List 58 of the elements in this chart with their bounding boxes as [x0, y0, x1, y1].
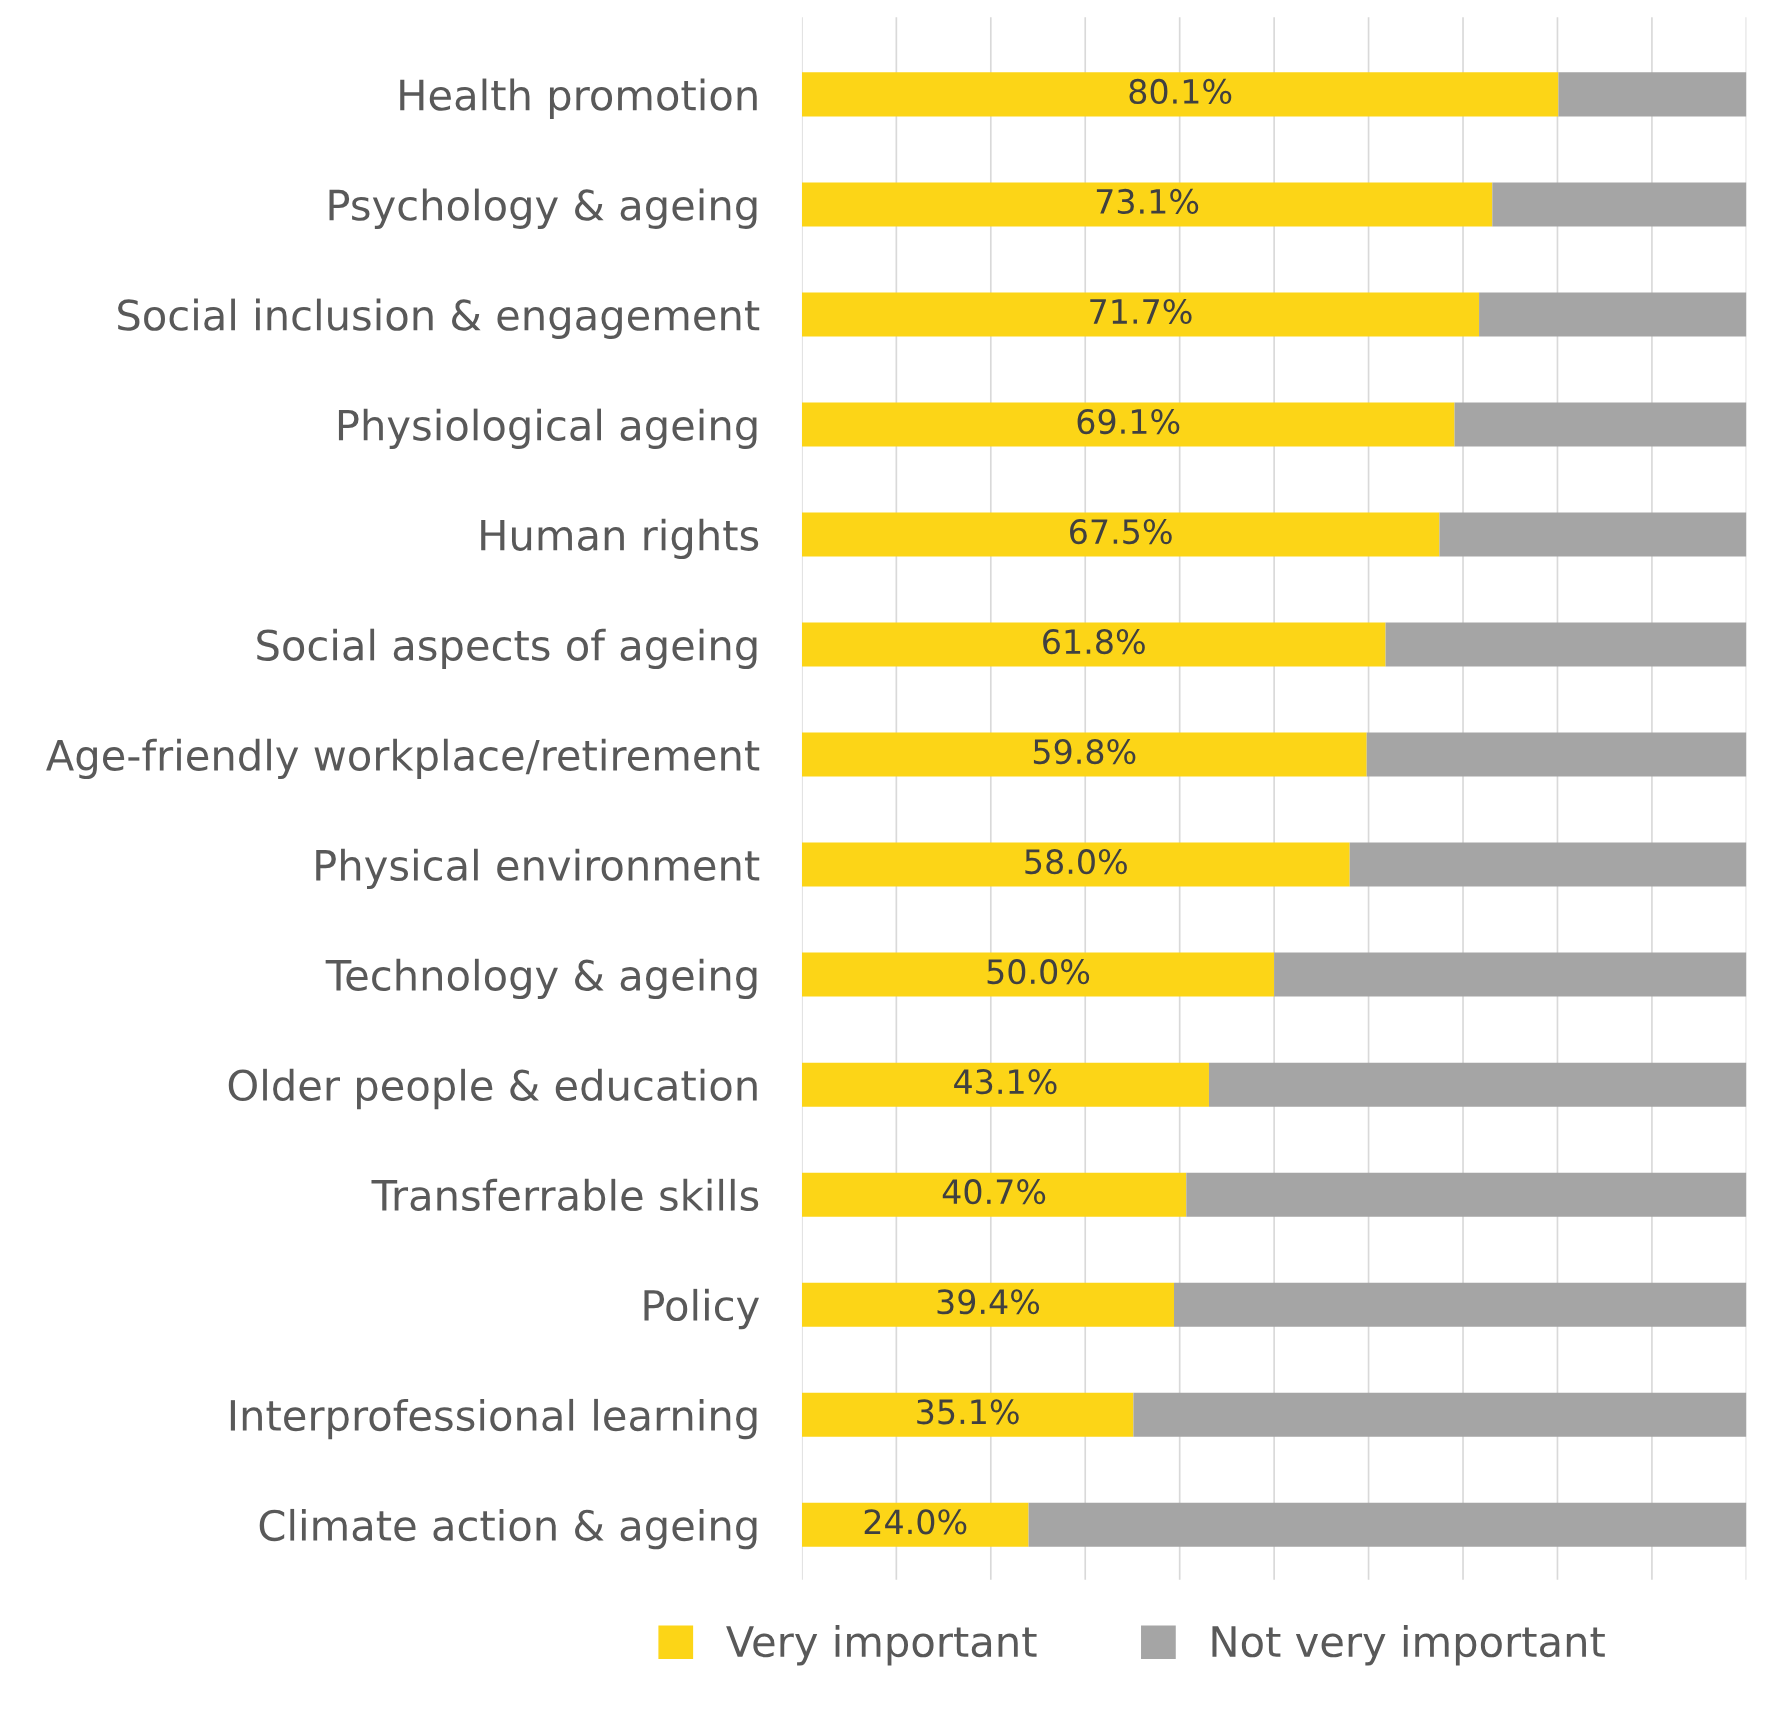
y-tick-label: Climate action & ageing [259, 1508, 757, 1550]
data-label: 43.1% [954, 1069, 1057, 1095]
bar [1479, 292, 1747, 337]
bar [801, 622, 1386, 667]
bar [1349, 842, 1747, 887]
data-label: 67.5% [1070, 518, 1172, 545]
bar [801, 1062, 1209, 1107]
data-label: 80.1% [1129, 78, 1232, 105]
data-label: 58.0% [1025, 849, 1127, 875]
bar [801, 1172, 1187, 1217]
y-tick-label: Transferrable skills [371, 1178, 759, 1212]
bar [1492, 182, 1747, 227]
y-tick-label: Older people & education [228, 1068, 757, 1110]
data-label: 59.8% [1033, 739, 1136, 765]
y-tick-label: Interprofessional learning [230, 1398, 757, 1440]
bar [1439, 512, 1747, 557]
legend-label: Not very important [1212, 1625, 1605, 1666]
bar [801, 952, 1275, 997]
y-tick-label: Social aspects of ageing [257, 628, 757, 670]
y-tick-label: Policy [644, 1288, 759, 1330]
bar [1028, 1502, 1747, 1547]
y-tick-label: Psychology & ageing [329, 188, 757, 229]
bar [1174, 1282, 1747, 1327]
data-label: 35.1% [917, 1399, 1019, 1425]
bar [801, 842, 1350, 887]
data-label: 71.7% [1090, 298, 1192, 325]
bar [1385, 622, 1747, 667]
bar [1133, 1392, 1747, 1437]
bar [1454, 402, 1747, 447]
bar [801, 72, 1559, 117]
y-tick-label: Physical environment [316, 848, 760, 890]
legend-label: Very important [726, 1625, 1037, 1666]
bar [1558, 72, 1747, 117]
bar [801, 292, 1480, 337]
bar [1208, 1062, 1747, 1107]
y-tick-label: Physiological ageing [338, 408, 757, 449]
y-tick-label: Social inclusion & engagement [118, 298, 760, 339]
bar [801, 512, 1440, 557]
bar [801, 1392, 1134, 1437]
bar [801, 402, 1455, 447]
data-label: 69.1% [1077, 408, 1180, 435]
bar [1366, 732, 1747, 777]
y-tick-label: Technology & ageing [325, 958, 757, 1000]
bar [801, 1282, 1175, 1327]
y-tick-label: Human rights [481, 518, 759, 559]
bar [801, 732, 1367, 777]
data-label: 39.4% [937, 1289, 1040, 1315]
data-label: 73.1% [1096, 188, 1199, 215]
bar [801, 182, 1493, 227]
data-label: 40.7% [942, 1179, 1046, 1205]
y-tick-label: Health promotion [400, 78, 757, 119]
data-label: 24.0% [864, 1509, 967, 1535]
bar [801, 1502, 1029, 1547]
data-label: 61.8% [1043, 628, 1145, 655]
bar [1274, 952, 1747, 997]
data-label: 50.0% [987, 959, 1090, 985]
bar [1186, 1172, 1747, 1217]
y-tick-label: Age-friendly workplace/retirement [46, 738, 760, 780]
